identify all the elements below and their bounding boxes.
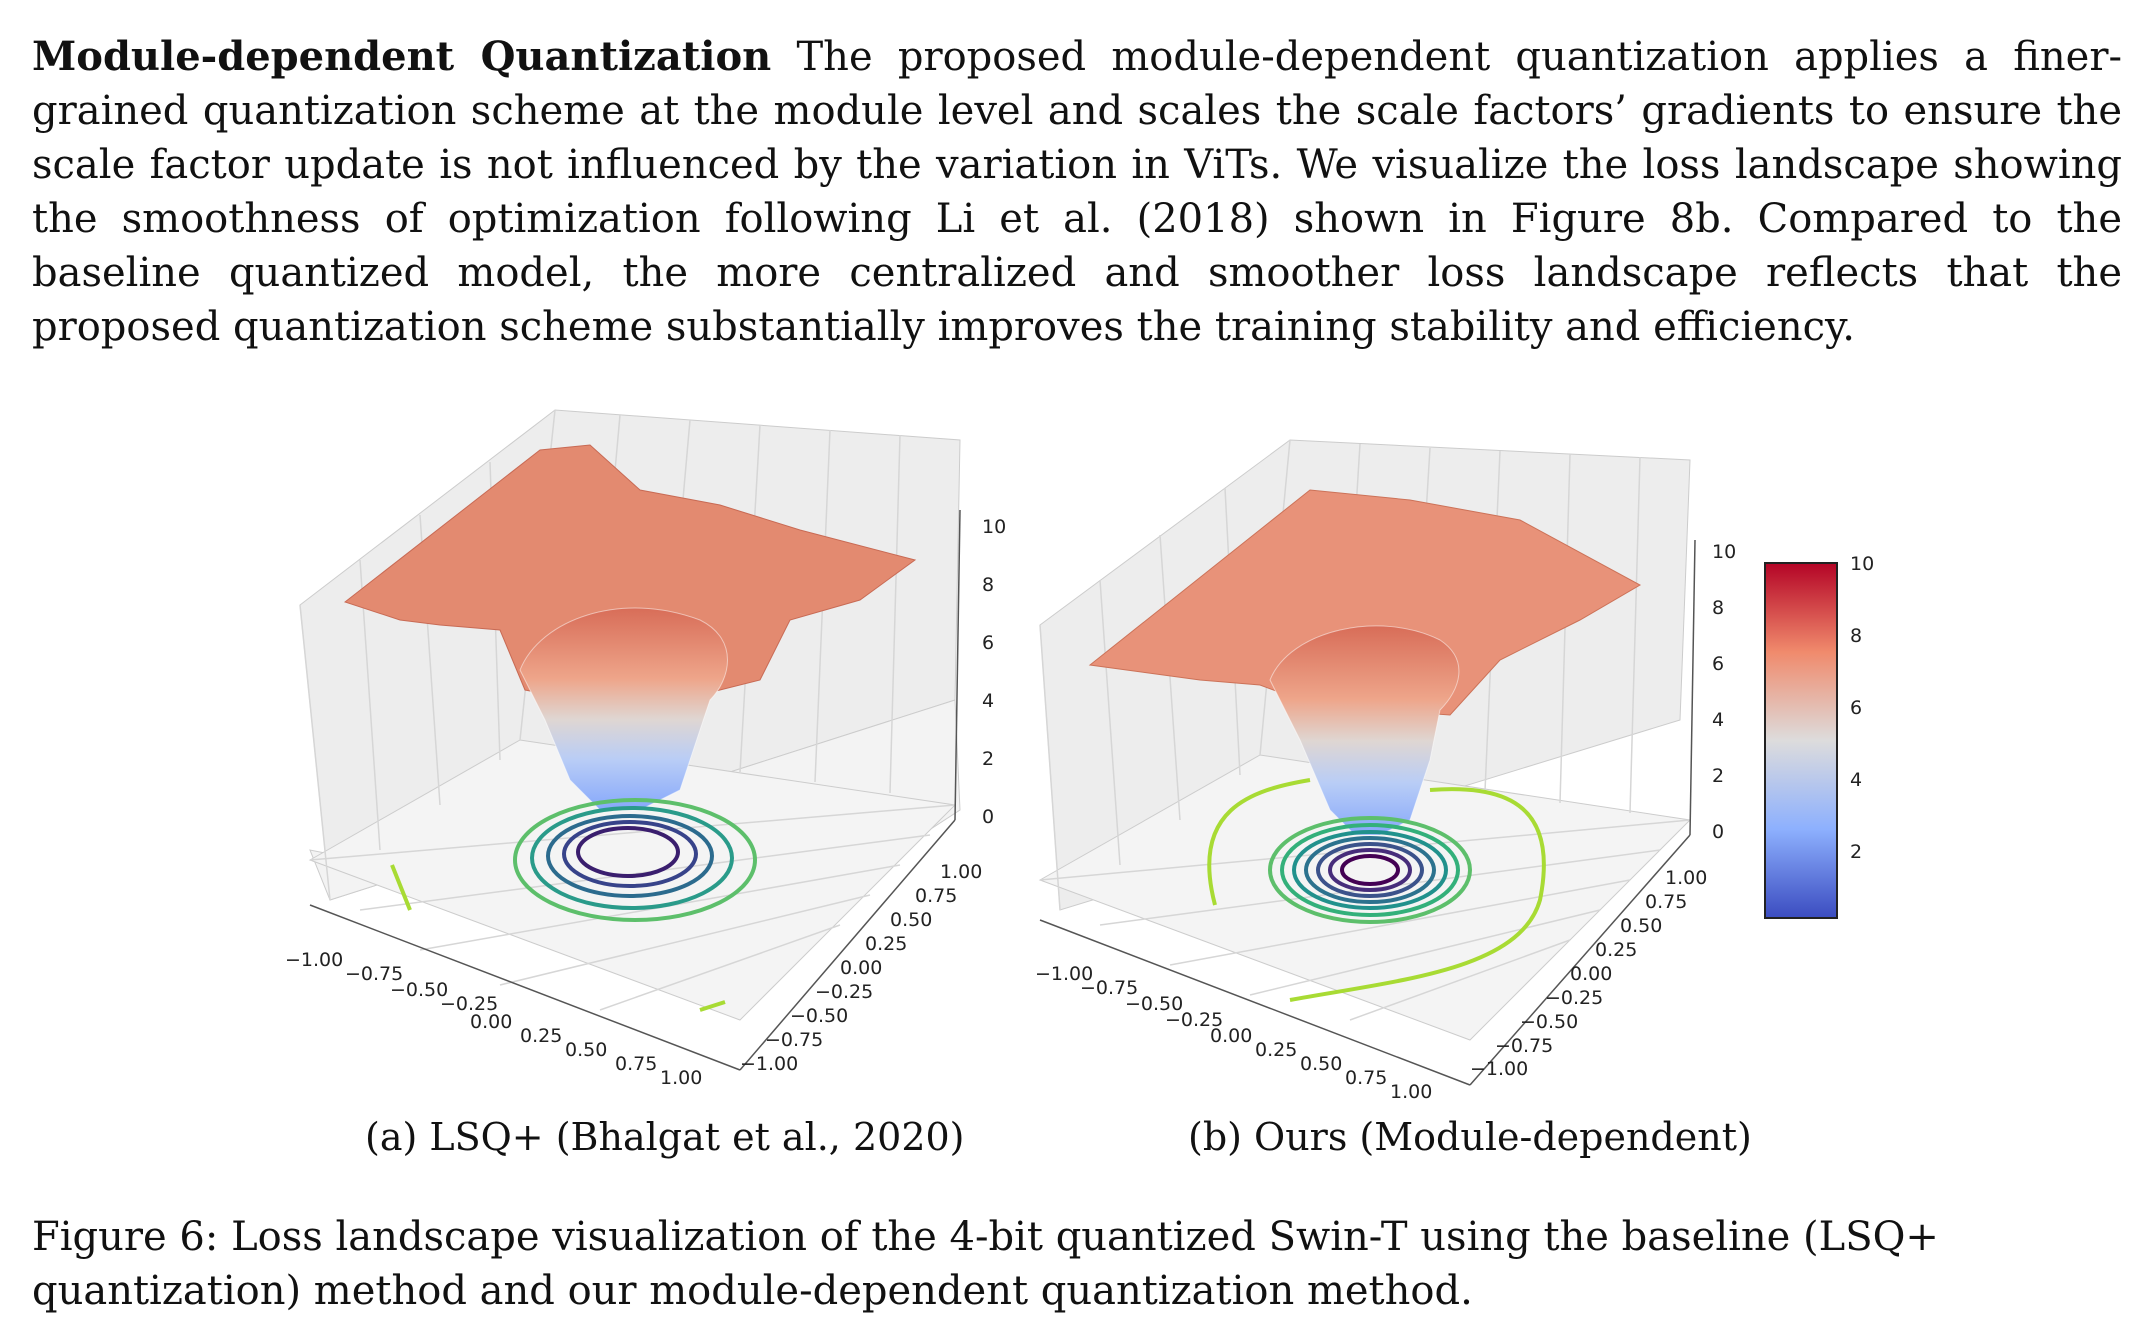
panel-a-z-tick: 2 [982,748,994,770]
panel-b-x-tick: −1.00 [1035,963,1093,985]
contour-a-2 [530,806,734,910]
panel-a-z-tick: 10 [982,516,1006,538]
panel-a-y-tick: −0.25 [815,981,873,1003]
panel-a-y-tick: −0.50 [790,1005,848,1027]
panel-b-z-tick: 2 [1712,765,1724,787]
contour-b-3 [1292,830,1448,910]
panel-b-surface-well [1269,625,1460,836]
panel-b-y-tick: 0.25 [1595,939,1637,961]
panel-b-contours [1207,778,1546,1002]
contour-b-5 [1316,842,1424,898]
contour-b-4 [1304,836,1436,904]
panel-a-y-tick: 0.25 [865,933,907,955]
colorbar-tick: 2 [1850,841,1862,863]
panel-b-y-tick: 0.00 [1570,963,1612,985]
panel-b-x-tick: −0.25 [1165,1009,1223,1031]
contour-b-outer [1207,778,1546,1002]
figure: −1.00 −0.75 −0.50 −0.25 0.00 0.25 0.50 0… [0,380,2150,1120]
panel-a-z-tick: 8 [982,574,994,596]
panel-b-y-tick: 0.50 [1620,915,1662,937]
panel-a-surface-top [343,444,917,711]
panel-a-x-tick: 0.00 [470,1011,512,1033]
contour-a-edge-2 [699,1000,726,1012]
panel-a-z-tick: 0 [982,806,994,828]
panel-a-grid [299,409,956,1011]
panel-a-surface-well [519,607,728,811]
paragraph-heading: Module-dependent Quantization [32,33,772,80]
contour-a-1 [513,798,757,922]
panel-a: −1.00 −0.75 −0.50 −0.25 0.00 0.25 0.50 0… [285,409,1006,1089]
panel-b-y-tick: −0.75 [1495,1035,1553,1057]
panel-a-y-tick: 0.00 [840,957,882,979]
panel-b-z-tick: 6 [1712,653,1724,675]
panel-a-y-tick: −0.75 [765,1029,823,1051]
figure-svg: −1.00 −0.75 −0.50 −0.25 0.00 0.25 0.50 0… [285,409,1874,1103]
figure-caption: Figure 6: Loss landscape visualization o… [32,1214,1939,1314]
panel-a-x-tick: −0.75 [345,963,403,985]
panel-a-y-tick: 1.00 [940,861,982,883]
panel-b-z-tick: 0 [1712,821,1724,843]
panel-a-x-axis [309,904,741,1071]
panel-b-y-tick: 1.00 [1665,867,1707,889]
colorbar-bar [1764,562,1838,919]
subcaption-a: (a) LSQ+ (Bhalgat et al., 2020) [365,1115,965,1159]
panel-a-x-tick: 0.50 [565,1039,607,1061]
panel-b-x-tick: 0.00 [1210,1025,1252,1047]
panel-a-x-tick: 0.25 [520,1025,562,1047]
panel-b-x-tick: 0.50 [1300,1053,1342,1075]
subcaption-b: (b) Ours (Module-dependent) [1188,1115,1752,1159]
panel-b-z-tick: 10 [1712,541,1736,563]
panel-b-x-tick: 1.00 [1390,1081,1432,1103]
panel-b-x-tick: −0.75 [1080,977,1138,999]
panel-b-x-tick: 0.25 [1255,1039,1297,1061]
contour-a-5 [576,826,680,878]
paragraph-text: The proposed module-dependent quantizati… [32,34,2122,350]
contour-b-1 [1268,816,1472,924]
panel-a-z-tick: 6 [982,632,994,654]
panel-a-y-axis [739,819,956,1071]
colorbar-tick: 6 [1850,697,1862,719]
contour-a-3 [546,814,714,898]
panel-b-x-tick: −0.50 [1125,993,1183,1015]
panel-b: −1.00 −0.75 −0.50 −0.25 0.00 0.25 0.50 0… [1035,439,1736,1103]
panel-b-y-tick: −1.00 [1470,1058,1528,1080]
panel-a-y-tick: 0.50 [890,909,932,931]
panel-a-x-tick: 0.75 [615,1053,657,1075]
colorbar-tick: 4 [1850,769,1862,791]
contour-b-2 [1280,823,1460,917]
panel-b-x-tick: 0.75 [1345,1067,1387,1089]
colorbar-tick: 10 [1850,553,1874,575]
contour-a-edge-1 [390,864,412,911]
panel-a-x-tick: −0.25 [440,993,498,1015]
contour-b-6 [1328,848,1412,892]
contour-a-4 [562,820,698,888]
panel-a-y-tick: 0.75 [915,885,957,907]
body-paragraph: Module-dependent Quantization The propos… [32,30,2122,354]
colorbar: 10 8 6 4 2 [1764,553,1874,919]
panel-b-z-tick: 8 [1712,597,1724,619]
panel-b-x-axis [1039,919,1471,1086]
contour-b-7 [1340,854,1400,886]
colorbar-tick: 8 [1850,625,1862,647]
panel-b-y-tick: 0.75 [1645,891,1687,913]
panel-b-y-tick: −0.25 [1545,987,1603,1009]
panel-b-y-axis [1469,834,1691,1086]
panel-a-x-tick: −0.50 [390,979,448,1001]
panel-a-z-axis [954,509,961,821]
panel-a-contours [390,798,757,1012]
panel-a-x-tick: −1.00 [285,949,343,971]
panel-b-z-tick: 4 [1712,709,1724,731]
panel-a-x-tick: 1.00 [660,1067,702,1089]
panel-b-z-axis [1689,539,1696,836]
panel-a-y-tick: −1.00 [740,1053,798,1075]
panel-b-y-tick: −0.50 [1520,1011,1578,1033]
panel-b-surface-top [1088,489,1642,716]
panel-a-z-tick: 4 [982,690,994,712]
